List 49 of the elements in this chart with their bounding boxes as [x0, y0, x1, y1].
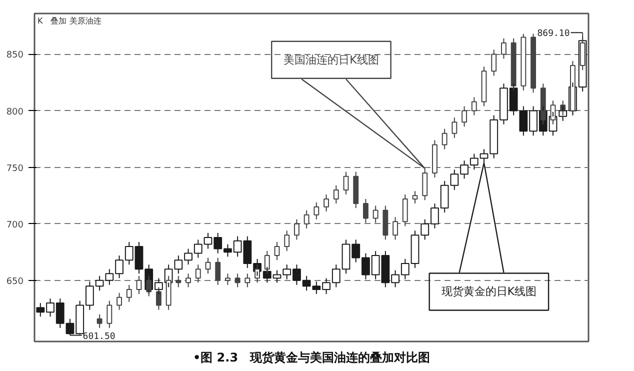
text: 美国油连的日K线图	[284, 53, 379, 66]
y-tick-label: 700	[6, 220, 24, 230]
candlestick	[491, 49, 497, 76]
y-tick-label: 850	[6, 50, 24, 61]
candlestick	[274, 241, 280, 261]
candlestick	[126, 284, 132, 302]
chart-subtitle: K 叠加 美原油连	[37, 16, 102, 26]
candlestick	[402, 194, 408, 227]
candlestick	[186, 273, 191, 288]
candlestick	[520, 33, 526, 91]
candlestick	[215, 257, 221, 286]
annotation: 601.50	[82, 332, 116, 342]
candlestick	[244, 273, 250, 288]
candlestick	[224, 273, 230, 286]
candlestick	[353, 171, 359, 209]
candlestick	[136, 275, 142, 294]
candlestick	[195, 264, 201, 284]
candlestick	[442, 128, 448, 150]
candlestick	[343, 171, 349, 195]
candlestick	[570, 60, 576, 116]
candlestick	[462, 106, 468, 128]
candlestick	[452, 117, 458, 138]
candlestick	[314, 202, 320, 220]
candlestick	[501, 38, 506, 60]
candlestick	[530, 33, 536, 94]
candlestick	[176, 275, 182, 288]
candlestick	[382, 205, 388, 240]
text: •图 2.3 现货黄金与美国油连的叠加对比图	[192, 350, 430, 364]
annotation: 869.10	[537, 29, 570, 40]
candlestick	[471, 96, 477, 116]
candlestick	[372, 205, 378, 224]
text: 现货黄金的日K线图	[441, 285, 537, 298]
y-tick-label: 650	[6, 276, 24, 287]
candlestick	[324, 194, 330, 212]
candlestick	[333, 184, 339, 204]
candlestick	[304, 210, 310, 229]
candlestick	[294, 218, 300, 240]
candlestick	[432, 140, 438, 178]
candlestick	[96, 314, 102, 328]
y-tick-label: 750	[6, 164, 24, 174]
y-tick-label: 800	[6, 107, 24, 118]
candlestick	[116, 292, 122, 310]
candlestick	[363, 198, 368, 224]
candlestick	[106, 300, 112, 328]
candlestick	[392, 216, 398, 240]
candlestick	[284, 230, 290, 252]
candlestick	[412, 190, 418, 204]
candlestick	[481, 66, 487, 107]
candlestick	[234, 273, 240, 288]
